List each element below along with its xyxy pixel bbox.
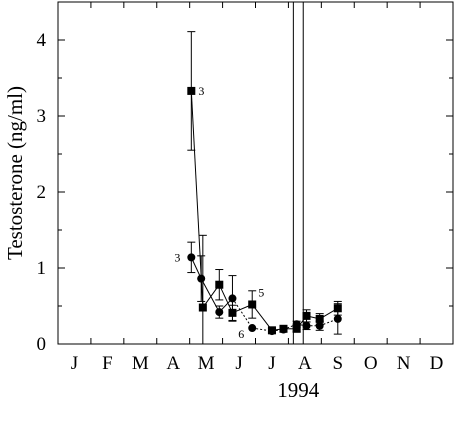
y-tick-label: 4: [37, 30, 47, 51]
y-ticks: 0 1 2 3 4: [37, 30, 453, 355]
data-point-circle: [197, 274, 206, 283]
data-point-square: [215, 280, 224, 289]
vertical-lines: [292, 2, 304, 344]
x-tick-label: A: [298, 353, 312, 374]
x-axis-label: 1994: [277, 378, 320, 402]
data-point-square: [315, 314, 324, 323]
data-point-circle: [292, 320, 301, 329]
data-point-circle: [267, 327, 276, 336]
x-tick-label: O: [364, 353, 378, 374]
data-point-circle: [333, 314, 342, 323]
x-tick-label: F: [102, 353, 113, 374]
series-square-segment: [251, 304, 273, 331]
annotation-label: 6: [238, 327, 244, 341]
data-point-circle: [187, 253, 196, 262]
data-point-circle: [215, 308, 224, 317]
data-point-circle: [302, 321, 311, 330]
axes: [57, 1, 454, 345]
annotation-label: 3: [174, 250, 180, 264]
series-square-segment: [218, 284, 233, 314]
x-tick-label: J: [71, 353, 78, 374]
x-tick-label: A: [166, 353, 180, 374]
data-point-square: [248, 300, 257, 309]
x-tick-label: M: [132, 353, 149, 374]
data-point-circle: [248, 324, 257, 333]
x-tick-label: M: [198, 353, 215, 374]
y-tick-label: 1: [37, 258, 47, 279]
data-point-circle: [315, 321, 324, 330]
series-circle-segment: [232, 298, 253, 329]
annotation-label: 3: [198, 84, 204, 98]
plot-frame: [57, 1, 454, 345]
y-tick-label: 0: [37, 334, 47, 355]
series-group: [187, 31, 342, 345]
x-tick-label: J: [268, 353, 275, 374]
y-tick-label: 3: [37, 106, 47, 127]
y-tick-label: 2: [37, 182, 47, 203]
data-point-square: [187, 86, 196, 95]
series-circle-segment: [200, 278, 220, 313]
x-tick-label: D: [430, 353, 444, 374]
data-point-square: [292, 324, 301, 333]
x-tick-label: S: [333, 353, 344, 374]
data-point-circle: [228, 294, 237, 303]
annotations: 3 3 5 6: [174, 84, 264, 341]
x-tick-label: N: [397, 353, 411, 374]
data-point-circle: [279, 325, 288, 334]
data-point-square: [302, 311, 311, 320]
annotation-label: 5: [258, 285, 264, 299]
y-axis-label: Testosterone (ng/ml): [3, 86, 27, 260]
x-tick-label: J: [235, 353, 242, 374]
data-point-square: [198, 303, 207, 312]
